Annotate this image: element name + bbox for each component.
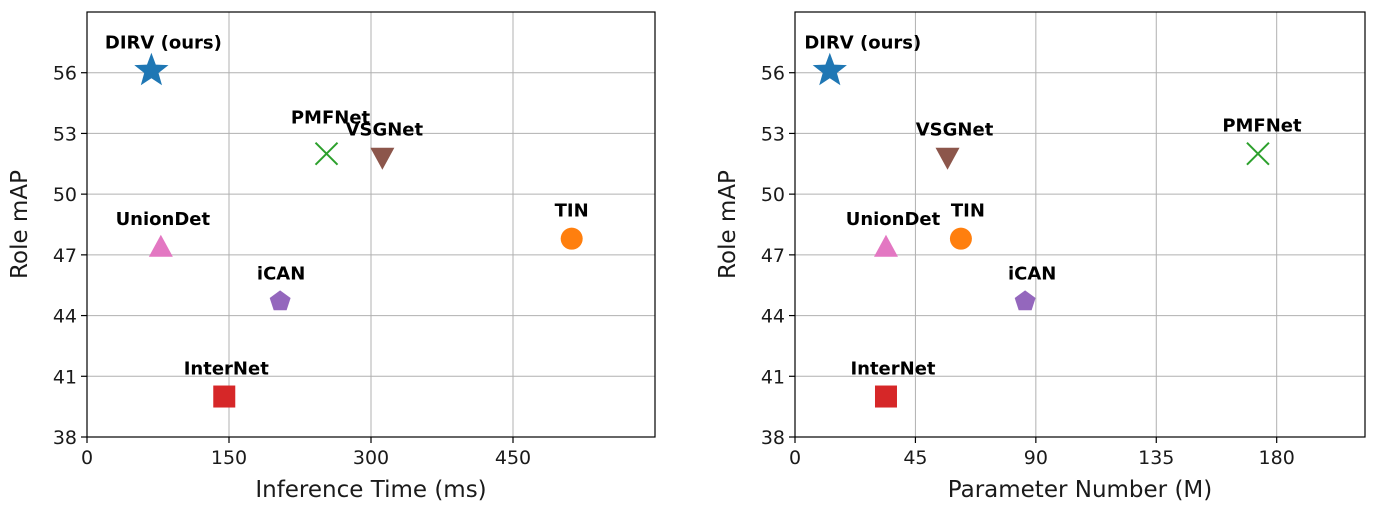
data-point-internet: InterNet [850,359,936,408]
y-tick-label: 41 [53,366,77,388]
y-tick-label: 50 [53,184,77,206]
y-tick-label: 44 [53,306,77,328]
y-tick-label: 56 [761,63,785,85]
point-label: iCAN [257,263,305,284]
point-label: iCAN [1008,263,1056,284]
y-tick-label: 50 [761,184,785,206]
point-label: DIRV (ours) [105,33,222,54]
triangle-up-marker [148,234,173,257]
data-point-pmfnet: PMFNet [1222,116,1302,166]
x-tick-label: 450 [495,447,531,469]
point-label: PMFNet [291,108,371,129]
data-point-dirv-ours: DIRV (ours) [105,33,222,86]
x-tick-label: 45 [903,447,927,469]
data-point-uniondet: UnionDet [846,209,941,257]
point-label: DIRV (ours) [804,33,921,54]
star-marker [134,52,169,86]
y-tick-label: 44 [761,306,785,328]
point-label: VSGNet [916,120,994,141]
triangle-down-marker [370,147,395,170]
data-point-pmfnet: PMFNet [291,108,371,166]
data-point-vsgnet: VSGNet [346,120,424,170]
scatter-panel-2: 0 45 90 135 180 38 41 44 47 50 53 56 Parameter Numbe… [715,11,1366,503]
x-tick-label: 180 [1259,447,1295,469]
y-axis-label: Role mAP [715,170,741,279]
x-tick-label: 90 [1024,447,1048,469]
x-tick-label: 135 [1138,447,1174,469]
y-axis-label: Role mAP [7,170,33,279]
point-label: TIN [951,201,985,222]
data-point-tin: TIN [555,201,589,250]
point-label: UnionDet [116,209,211,230]
pentagon-marker [1014,290,1036,311]
point-label: PMFNet [1222,116,1302,137]
y-tick-label: 53 [53,123,77,145]
point-label: InterNet [184,359,269,380]
point-label: VSGNet [346,120,424,141]
pentagon-marker [269,290,291,311]
star-marker [812,52,847,86]
point-label: TIN [555,201,589,222]
triangle-down-marker [935,147,960,170]
circle-marker [560,227,583,250]
data-point-internet: InterNet [184,359,269,408]
x-tick-label: 0 [789,447,801,469]
x-tick-label: 150 [211,447,247,469]
x-marker [1246,141,1270,166]
data-point-ican: iCAN [1008,263,1056,311]
data-point-ican: iCAN [257,263,305,311]
triangle-up-marker [873,234,898,257]
y-tick-label: 56 [53,63,77,85]
point-label: InterNet [850,359,935,380]
data-point-vsgnet: VSGNet [916,120,994,170]
x-tick-label: 0 [81,447,93,469]
plot-frame [794,11,1366,438]
square-marker [874,385,897,408]
point-label: UnionDet [846,209,941,230]
x-marker [314,141,339,166]
square-marker [213,385,236,408]
data-point-uniondet: UnionDet [116,209,211,257]
x-axis-label: Parameter Number (M) [948,477,1212,503]
y-tick-label: 53 [761,123,785,145]
x-tick-label: 300 [353,447,389,469]
data-point-dirv-ours: DIRV (ours) [804,33,921,86]
x-stroke [314,141,339,166]
y-tick-label: 38 [761,427,785,449]
y-tick-label: 38 [53,427,77,449]
x-stroke [1246,141,1270,166]
x-axis-label: Inference Time (ms) [255,477,486,503]
circle-marker [949,227,972,250]
y-tick-label: 41 [761,366,785,388]
y-tick-label: 47 [53,245,77,267]
scatter-panel-1: 0 150 300 450 38 41 44 47 50 53 56 Inference Time (… [7,11,656,503]
data-point-tin: TIN [949,201,985,250]
y-tick-label: 47 [761,245,785,267]
